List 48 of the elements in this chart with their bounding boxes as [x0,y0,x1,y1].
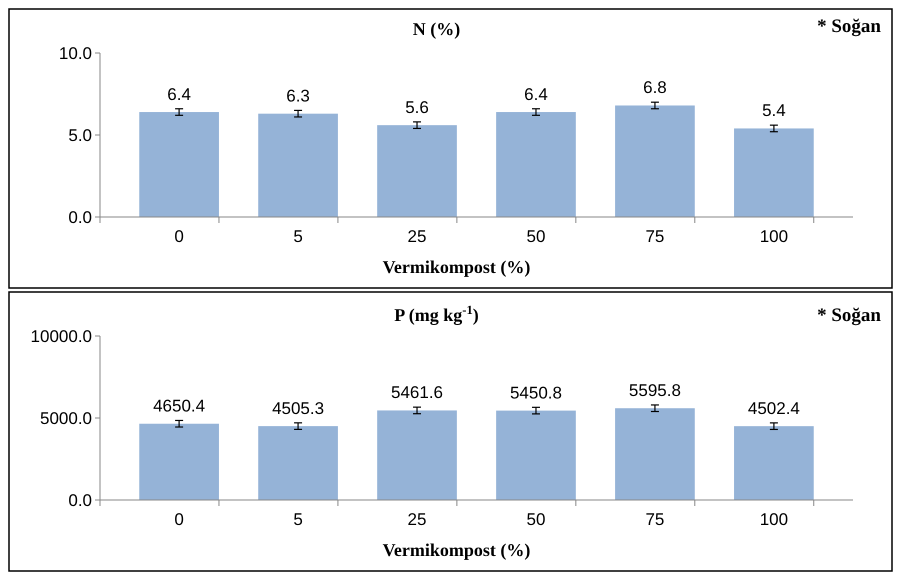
data-label: 6.3 [286,86,310,106]
chart-title: P (mg kg$^{-1}$) [394,303,479,325]
bar [615,105,695,217]
data-label: 6.4 [524,84,548,104]
y-tick-label: 5.0 [68,126,92,145]
x-tick-label: 75 [645,227,664,246]
x-axis-title: Vermikompost (%) [382,540,530,560]
x-tick-label: 50 [526,227,546,246]
y-tick-label: 5000.0 [40,408,92,428]
bar [139,424,219,500]
bar [258,426,338,500]
x-tick-label: 50 [526,510,546,529]
data-label: 5.4 [762,101,786,120]
data-label: 4505.3 [272,398,324,418]
x-tick-label: 100 [760,227,788,246]
data-label: 5595.8 [628,380,681,400]
bar [734,426,814,500]
y-tick-label: 0.0 [68,490,92,510]
bar [734,128,814,217]
chart-title: N (%) [412,19,460,39]
bar [615,408,695,500]
data-label: 4650.4 [153,396,206,416]
y-tick-label: 0.0 [68,208,92,227]
x-tick-label: 100 [760,510,788,529]
bar [377,125,457,217]
x-tick-label: 5 [293,227,303,246]
data-label: 5461.6 [391,383,444,402]
y-tick-label: 10000.0 [30,326,92,346]
bar [496,410,576,500]
bar [258,114,338,217]
data-label: 6.8 [643,78,667,98]
bar [139,112,219,217]
y-tick-label: 10.0 [58,44,92,63]
bar [496,112,576,217]
x-tick-label: 5 [293,510,303,529]
x-tick-label: 0 [174,510,184,529]
text: * Soğan [817,305,882,326]
x-axis-title: Vermikompost (%) [382,257,530,277]
x-tick-label: 25 [408,227,426,246]
text: * Soğan [817,16,882,37]
x-tick-label: 75 [645,510,664,529]
data-label: 4502.4 [748,398,800,418]
data-label: 6.4 [167,84,191,104]
bar [377,410,457,500]
x-tick-label: 0 [174,227,184,246]
data-label: 5450.8 [510,383,562,402]
data-label: 5.6 [405,98,429,117]
x-tick-label: 25 [408,510,426,529]
